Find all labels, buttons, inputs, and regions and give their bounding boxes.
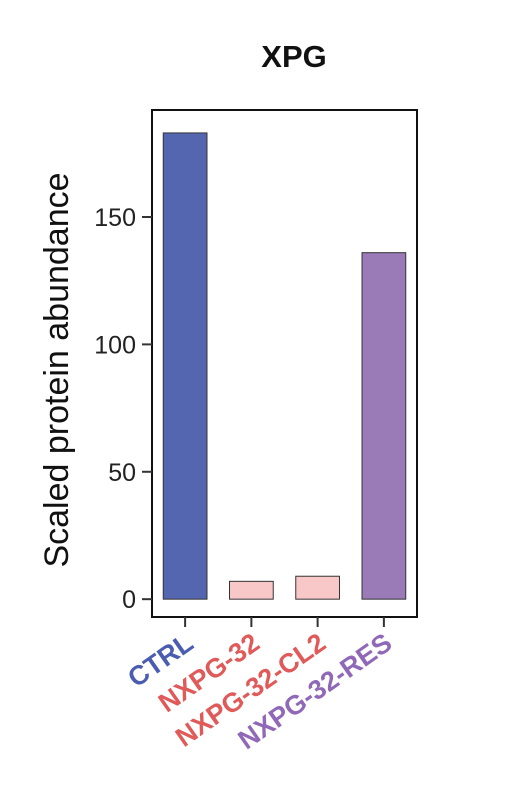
bar-nxpg-32-cl2	[295, 575, 340, 600]
plot-panel	[151, 109, 418, 618]
y-tick-label: 100	[94, 331, 136, 359]
bar-nxpg-32	[229, 580, 274, 600]
y-tick-label: 150	[94, 204, 136, 232]
bar-ctrl	[162, 132, 208, 600]
y-tick-label: 0	[122, 586, 136, 614]
y-axis-label: Scaled protein abundance	[38, 172, 76, 567]
bars	[162, 132, 407, 600]
chart-title: XPG	[261, 39, 326, 74]
bar-nxpg-32-res	[361, 252, 407, 600]
y-tick-label: 50	[108, 459, 136, 487]
y-axis: 0 50 100 150	[94, 204, 152, 614]
